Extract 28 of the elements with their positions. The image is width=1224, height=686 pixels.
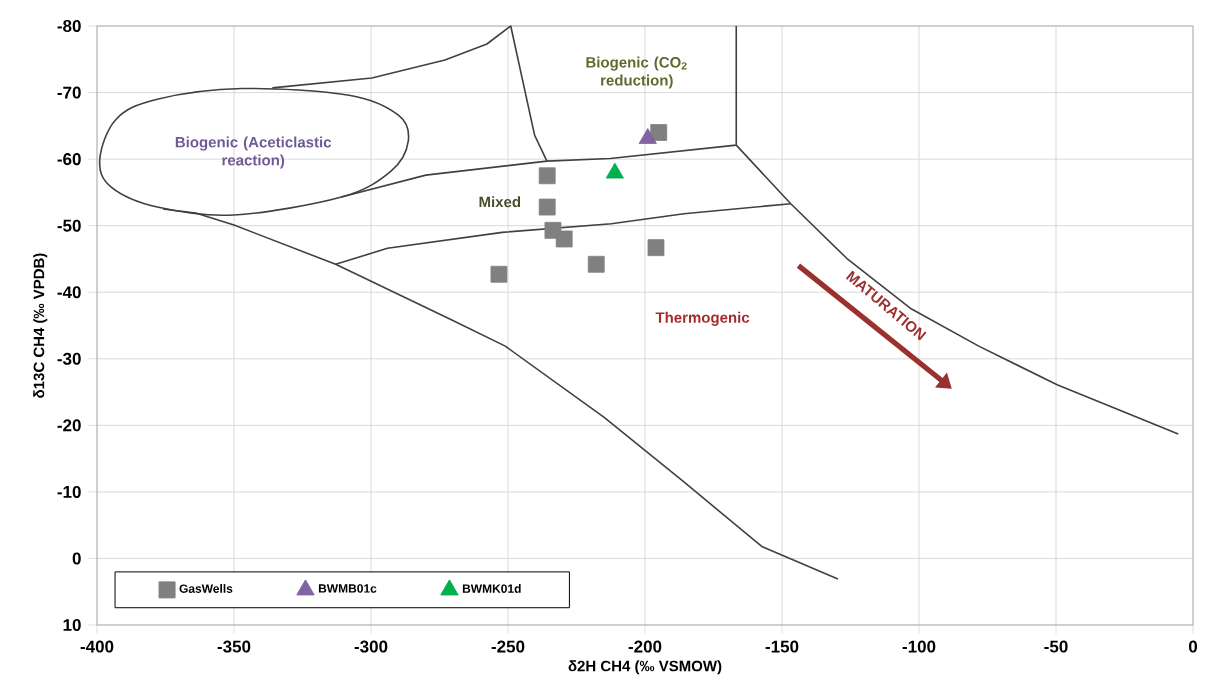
y-tick-label: 10 xyxy=(63,618,81,632)
annotation: Biogenic (CO$_{2}$ reduction) xyxy=(586,56,687,89)
y-axis-title: δ13C CH4 (‰ VPDB) xyxy=(33,253,48,398)
x-tick-label: -250 xyxy=(491,640,525,653)
y-tick-label: -60 xyxy=(57,153,81,166)
legend-label: GasWells xyxy=(179,584,233,593)
x-tick-label: -150 xyxy=(765,640,799,653)
y-tick-label: -40 xyxy=(57,286,81,299)
x-tick-label: -100 xyxy=(902,640,936,653)
x-axis-title: δ2H CH4 (‰ VSMOW) xyxy=(568,660,722,675)
y-tick-label: -50 xyxy=(57,219,81,232)
legend-label: BWMK01d xyxy=(462,584,521,593)
y-tick-label: 0 xyxy=(72,552,81,565)
y-tick-label: -70 xyxy=(57,86,81,99)
y-tick-label: -10 xyxy=(57,485,81,498)
annotation: Thermogenic xyxy=(655,311,750,326)
legend-label: BWMB01c xyxy=(318,584,377,593)
annotation: Mixed xyxy=(479,196,521,208)
y-tick-label: -80 xyxy=(57,20,81,33)
annotation: Biogenic (Aceticlastic reaction) xyxy=(175,136,332,169)
x-tick-label: -300 xyxy=(354,640,388,653)
x-tick-label: -350 xyxy=(217,640,251,653)
x-tick-label: 0 xyxy=(1188,640,1198,653)
x-tick-label: -200 xyxy=(628,640,662,653)
x-tick-label: -50 xyxy=(1044,640,1068,653)
y-tick-label: -30 xyxy=(57,352,81,365)
x-tick-label: -400 xyxy=(80,640,114,653)
y-tick-label: -20 xyxy=(57,419,81,432)
